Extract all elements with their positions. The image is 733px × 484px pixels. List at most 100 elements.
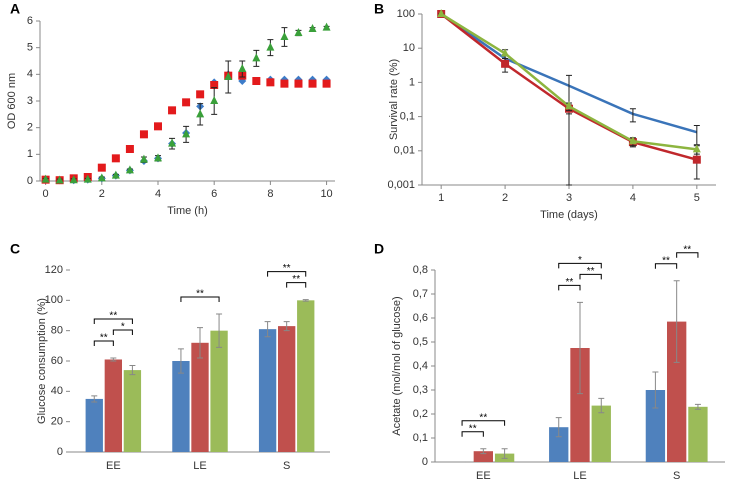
error-bar bbox=[501, 448, 508, 459]
error-bar bbox=[566, 74, 572, 186]
marker bbox=[308, 24, 317, 32]
y-axis-label: Glucose consumption (%) bbox=[36, 298, 48, 424]
y-tick-label: 20 bbox=[51, 416, 63, 428]
bar bbox=[258, 329, 277, 452]
bar bbox=[549, 427, 569, 462]
y-tick-label: 0 bbox=[27, 175, 33, 187]
marker bbox=[266, 78, 275, 87]
panel-label: B bbox=[374, 1, 384, 17]
y-tick-label: 10 bbox=[403, 42, 415, 54]
error-bar bbox=[693, 151, 700, 180]
bar bbox=[297, 300, 315, 452]
x-tick-label: S bbox=[283, 460, 290, 472]
significance-bracket bbox=[93, 340, 114, 346]
marker bbox=[322, 22, 331, 31]
x-tick-label: 8 bbox=[267, 188, 273, 200]
y-tick-label: 0,3 bbox=[413, 384, 428, 396]
x-tick-label: LE bbox=[193, 460, 206, 472]
x-tick-label: LE bbox=[573, 470, 586, 482]
marker bbox=[111, 154, 120, 163]
marker bbox=[139, 154, 148, 163]
y-axis-label: Acetate (mol/mol of glucose) bbox=[391, 296, 403, 435]
marker bbox=[69, 175, 78, 184]
significance-bracket bbox=[654, 263, 678, 269]
y-tick-label: 0 bbox=[422, 456, 428, 468]
significance-bracket bbox=[579, 273, 602, 280]
error-bar bbox=[629, 108, 636, 123]
panel-label: C bbox=[10, 241, 20, 257]
x-tick-label: S bbox=[673, 470, 680, 482]
significance-bracket bbox=[676, 252, 699, 258]
panel-label: A bbox=[10, 1, 20, 17]
y-tick-label: 0,8 bbox=[413, 264, 428, 276]
y-tick-label: 5 bbox=[27, 42, 33, 54]
marker bbox=[168, 138, 177, 147]
y-axis-label: OD 600 nm bbox=[6, 73, 18, 129]
x-tick-label: 1 bbox=[438, 192, 444, 204]
error-bar bbox=[177, 348, 184, 374]
significance-label: ** bbox=[587, 266, 595, 277]
y-tick-label: 60 bbox=[51, 355, 63, 367]
x-tick-label: 6 bbox=[211, 188, 217, 200]
significance-label: ** bbox=[100, 333, 108, 344]
marker bbox=[97, 173, 106, 182]
marker bbox=[210, 81, 219, 89]
error-bar bbox=[302, 299, 309, 302]
significance-label: ** bbox=[683, 244, 691, 255]
significance-label: ** bbox=[292, 274, 300, 285]
marker bbox=[294, 28, 303, 36]
x-tick-label: 3 bbox=[566, 192, 572, 204]
marker bbox=[437, 9, 446, 17]
significance-label: ** bbox=[662, 255, 670, 266]
error-bar bbox=[110, 357, 117, 362]
x-axis-label: Time (days) bbox=[540, 209, 598, 221]
bar bbox=[667, 321, 687, 462]
marker bbox=[182, 129, 191, 138]
marker bbox=[125, 165, 134, 174]
significance-label: ** bbox=[565, 277, 573, 288]
y-tick-label: 0,01 bbox=[394, 145, 415, 157]
error-bar bbox=[216, 313, 223, 348]
y-tick-label: 0,7 bbox=[413, 288, 428, 300]
y-tick-label: 1 bbox=[27, 148, 33, 160]
y-tick-label: 0,5 bbox=[413, 336, 428, 348]
bar bbox=[688, 406, 708, 462]
significance-bracket bbox=[93, 318, 133, 324]
error-bar bbox=[598, 397, 605, 414]
x-tick-label: 0 bbox=[43, 188, 49, 200]
error-bar bbox=[91, 395, 98, 403]
marker bbox=[322, 79, 331, 88]
marker bbox=[224, 72, 233, 80]
error-bar bbox=[264, 321, 271, 338]
marker bbox=[154, 153, 162, 162]
error-bar bbox=[480, 448, 487, 455]
error-bar bbox=[555, 417, 562, 438]
error-bar bbox=[693, 124, 700, 146]
marker bbox=[252, 53, 261, 62]
error-bar bbox=[694, 403, 701, 410]
bar bbox=[570, 348, 590, 462]
marker bbox=[139, 130, 148, 139]
error-bar bbox=[577, 301, 583, 395]
y-tick-label: 100 bbox=[397, 8, 415, 20]
marker bbox=[252, 77, 261, 85]
marker bbox=[238, 64, 247, 72]
error-bar bbox=[129, 365, 136, 376]
y-tick-label: 4 bbox=[27, 68, 33, 80]
marker bbox=[111, 170, 120, 179]
marker bbox=[41, 174, 50, 183]
marker bbox=[308, 79, 317, 88]
x-tick-label: 5 bbox=[694, 192, 700, 204]
y-tick-label: 6 bbox=[27, 15, 33, 27]
marker bbox=[83, 174, 92, 183]
significance-bracket bbox=[558, 262, 602, 269]
significance-bracket bbox=[558, 284, 581, 291]
significance-bracket bbox=[461, 431, 484, 437]
significance-bracket bbox=[267, 271, 307, 277]
significance-label: * bbox=[121, 322, 125, 333]
bar bbox=[85, 398, 103, 452]
panel-label: D bbox=[374, 241, 384, 257]
marker bbox=[280, 79, 289, 88]
x-tick-label: 2 bbox=[502, 192, 508, 204]
